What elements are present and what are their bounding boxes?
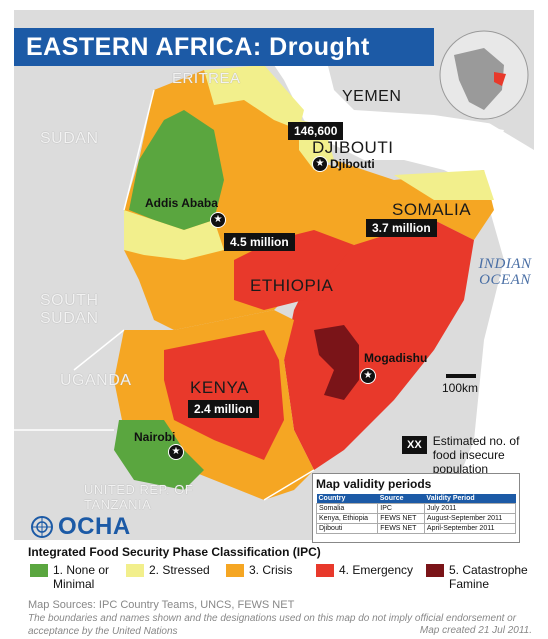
capital-star-icon: ★ (210, 212, 226, 228)
kenya-emergency (164, 330, 284, 460)
label-ethiopia: ETHIOPIA (250, 276, 334, 295)
validity-cell: April-September 2011 (423, 523, 517, 534)
label-yemen: YEMEN (342, 88, 402, 105)
somalia-south (284, 220, 474, 470)
scale-label: 100km (442, 381, 479, 395)
ipc-legend-title: Integrated Food Security Phase Classific… (28, 545, 321, 559)
validity-header: Validity Period (424, 494, 516, 504)
ipc-item-emergency: 4. Emergency (316, 563, 413, 577)
somalia-stressed (394, 170, 494, 200)
map-area (14, 10, 534, 540)
capital-star-icon: ★ (360, 368, 376, 384)
ethiopia-yellow (124, 210, 224, 260)
ethiopia-green (129, 110, 224, 230)
label-eritrea: ERITREA (172, 70, 241, 87)
label-indian-ocean: INDIAN OCEAN (478, 256, 532, 288)
validity-cell: IPC (377, 503, 425, 514)
map-shapes (14, 30, 534, 540)
label-south-sudan: SOUTH SUDAN (40, 292, 99, 327)
map-sources: Map Sources: IPC Country Teams, UNCS, FE… (28, 599, 295, 611)
ipc-label: 2. Stressed (149, 563, 210, 577)
label-uganda: UGANDA (60, 372, 132, 389)
ipc-swatch-yellow (126, 564, 144, 577)
ocha-logo: OCHA (30, 513, 131, 541)
ipc-swatch-red (316, 564, 334, 577)
border-lines (14, 89, 315, 501)
ipc-label: 5. Catastrophe Famine (449, 563, 528, 591)
population-kenya: 2.4 million (188, 400, 259, 418)
eritrea-region (204, 65, 304, 130)
city-mogadishu: Mogadishu (364, 351, 428, 365)
ipc-swatch-green (30, 564, 48, 577)
population-legend-symbol: XX (402, 436, 427, 454)
map-title: EASTERN AFRICA: Drought (14, 28, 434, 66)
validity-cell: FEWS NET (377, 513, 425, 524)
scale-bar (446, 374, 476, 378)
disclaimer: The boundaries and names shown and the d… (28, 613, 517, 637)
city-nairobi: Nairobi (134, 430, 176, 444)
ipc-item-crisis: 3. Crisis (226, 563, 292, 577)
gulf-of-aden (314, 110, 504, 180)
population-ethiopia: 4.5 million (224, 233, 295, 251)
validity-table: Country Source Validity Period Somalia I… (315, 494, 517, 534)
population-djibouti: 146,600 (288, 122, 344, 140)
label-kenya: KENYA (190, 378, 249, 397)
ipc-label: 1. None or Minimal (53, 563, 110, 591)
ipc-item-famine: 5. Catastrophe Famine (426, 563, 535, 591)
ipc-item-none: 1. None or Minimal (30, 563, 115, 591)
table-row: Djibouti FEWS NET April-September 2011 (315, 523, 517, 534)
ipc-swatch-orange (226, 564, 244, 577)
validity-cell: July 2011 (423, 503, 517, 514)
table-row: Somalia IPC July 2011 (315, 503, 517, 514)
validity-header: Country (316, 494, 378, 504)
ipc-swatch-darkred (426, 564, 444, 577)
un-emblem-icon (31, 516, 53, 538)
ipc-label: 3. Crisis (249, 563, 293, 577)
validity-title: Map validity periods (316, 477, 432, 491)
ipc-item-stressed: 2. Stressed (126, 563, 210, 577)
ipc-label: 4. Emergency (339, 563, 414, 577)
population-legend: XX Estimated no. of food insecure popula… (402, 434, 533, 476)
validity-cell: Kenya, Ethiopia (315, 513, 379, 524)
validity-cell: FEWS NET (377, 523, 425, 534)
map-created-date: Map created 21 Jul 2011. (419, 625, 532, 636)
table-row: Kenya, Ethiopia FEWS NET August-Septembe… (315, 513, 517, 524)
ipc-legend: 1. None or Minimal 2. Stressed 3. Crisis… (30, 563, 540, 595)
globe-inset (439, 30, 529, 120)
validity-panel: Map validity periods Country Source Vali… (312, 473, 520, 543)
city-addis-ababa: Addis Ababa (145, 196, 218, 210)
label-djibouti: DJIBOUTI (312, 138, 394, 157)
label-sudan: SUDAN (40, 130, 99, 147)
ocha-wordmark: OCHA (58, 513, 131, 540)
famine-region (314, 325, 359, 400)
capital-star-icon: ★ (312, 156, 328, 172)
capital-star-icon: ★ (168, 444, 184, 460)
validity-cell: August-September 2011 (423, 513, 517, 524)
validity-cell: Djibouti (315, 523, 379, 534)
population-somalia: 3.7 million (366, 219, 437, 237)
city-djibouti: Djibouti (330, 157, 375, 171)
label-somalia: SOMALIA (392, 200, 472, 219)
population-legend-text: Estimated no. of food insecure populatio… (432, 434, 520, 476)
label-tanzania: UNITED REP. OF TANZANIA (84, 482, 194, 512)
kenya-green (114, 420, 204, 490)
validity-cell: Somalia (315, 503, 379, 514)
validity-header: Source (377, 494, 425, 504)
